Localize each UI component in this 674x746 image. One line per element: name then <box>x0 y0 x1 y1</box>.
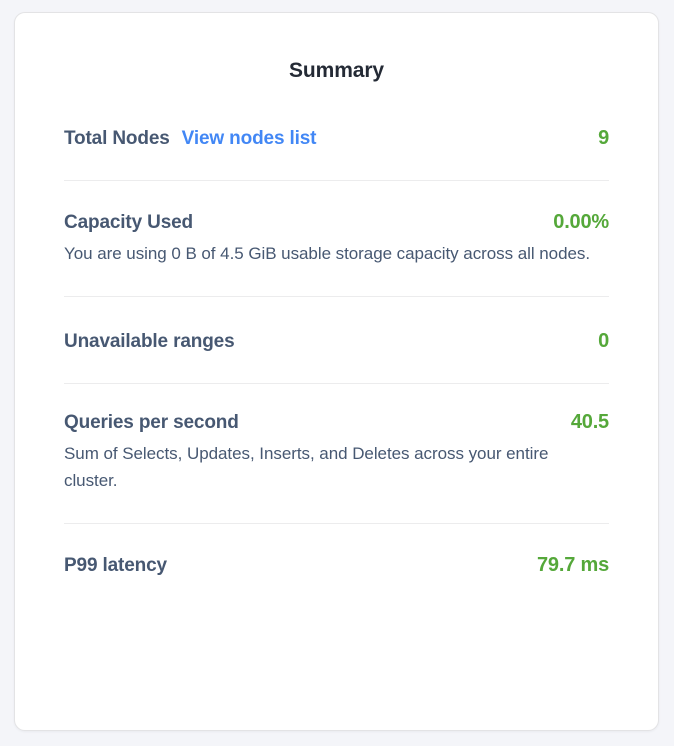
view-nodes-list-link[interactable]: View nodes list <box>181 128 317 149</box>
metric-value-capacity-used: 0.00% <box>553 211 609 233</box>
divider <box>64 383 609 385</box>
metric-value-unavailable-ranges: 0 <box>598 330 609 353</box>
metric-row-capacity-used: Capacity Used 0.00% You are using 0 B of… <box>64 181 609 296</box>
metric-label-p99-latency: P99 latency <box>64 555 167 577</box>
divider <box>64 296 609 298</box>
metric-row-total-nodes: Total Nodes View nodes list 9 <box>64 127 609 180</box>
summary-card: Summary Total Nodes View nodes list 9 Ca… <box>14 12 659 731</box>
metric-value-total-nodes: 9 <box>598 127 609 149</box>
metric-label-group: P99 latency <box>64 555 167 577</box>
metric-value-p99-latency: 79.7 ms <box>537 554 609 577</box>
metric-description-capacity-used: You are using 0 B of 4.5 GiB usable stor… <box>64 244 591 263</box>
metric-label-group: Unavailable ranges <box>64 331 235 353</box>
metric-label-group: Capacity Used <box>64 212 193 234</box>
metric-label-group: Total Nodes View nodes list <box>64 128 316 150</box>
page-title: Summary <box>288 59 384 82</box>
divider <box>64 523 609 525</box>
metric-row-unavailable-ranges: Unavailable ranges 0 <box>64 297 609 383</box>
metric-header: Total Nodes View nodes list 9 <box>64 127 609 150</box>
divider <box>64 180 609 181</box>
metric-header: Queries per second 40.5 <box>64 411 609 434</box>
metric-header: P99 latency 79.7 ms <box>64 554 609 577</box>
metric-header: Capacity Used 0.00% <box>64 211 609 234</box>
metric-label-capacity-used: Capacity Used <box>64 212 193 233</box>
metric-description-queries-per-second: Sum of Selects, Updates, Inserts, and De… <box>64 444 549 490</box>
metric-label-queries-per-second: Queries per second <box>64 412 239 434</box>
metric-header: Unavailable ranges 0 <box>64 330 609 353</box>
metric-row-p99-latency: P99 latency 79.7 ms <box>64 524 609 577</box>
metric-row-queries-per-second: Queries per second 40.5 Sum of Selects, … <box>64 384 609 523</box>
metric-label-total-nodes: Total Nodes <box>64 128 170 149</box>
metric-label-unavailable-ranges: Unavailable ranges <box>64 331 235 353</box>
metrics-list: Total Nodes View nodes list 9 Capacity U… <box>64 127 609 577</box>
metric-value-queries-per-second: 40.5 <box>570 411 609 434</box>
metric-label-group: Queries per second <box>64 412 239 434</box>
